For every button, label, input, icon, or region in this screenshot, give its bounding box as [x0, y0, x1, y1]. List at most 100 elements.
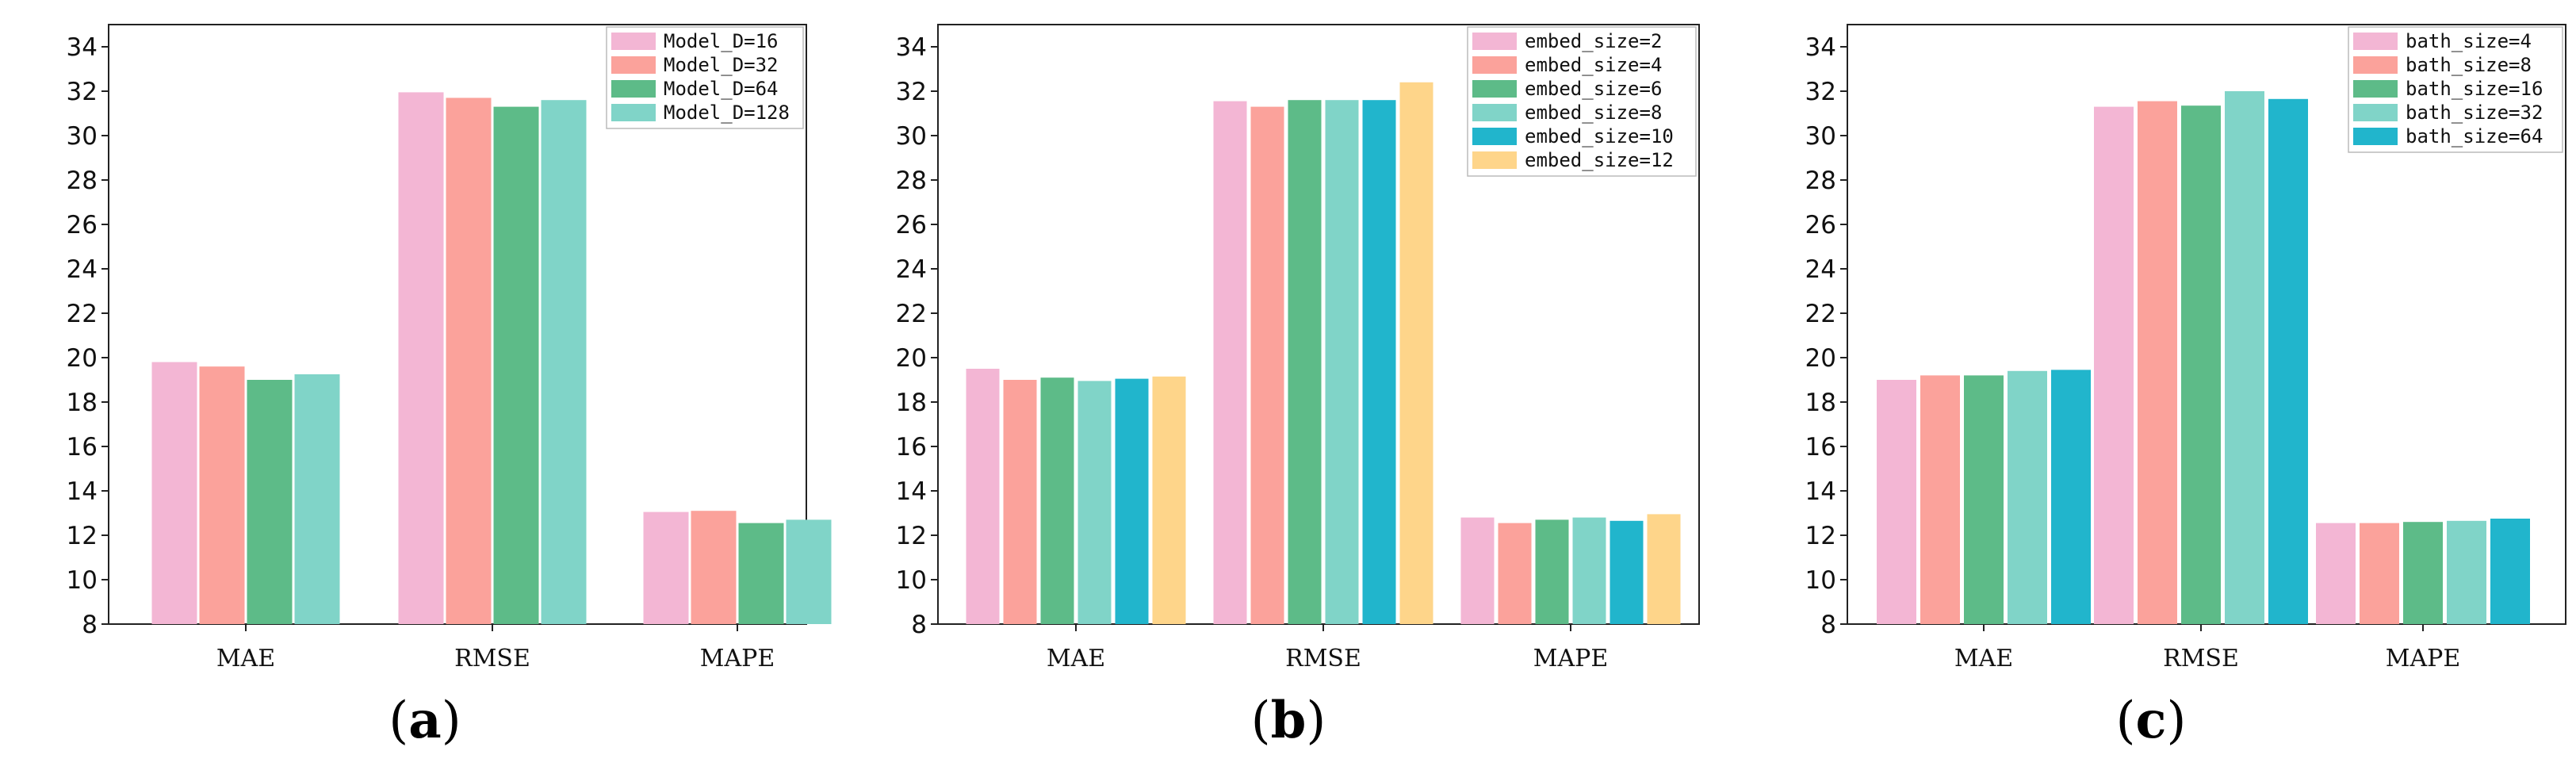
legend-entry: bath_size=16: [2406, 78, 2543, 100]
x-tick-label: MAE: [216, 645, 275, 672]
y-tick-label: 26: [896, 211, 927, 239]
y-tick-label: 8: [1820, 611, 1836, 639]
bar-rmse-1: [2094, 106, 2134, 625]
y-tick-label: 14: [896, 477, 927, 506]
legend-swatch: [1472, 33, 1517, 50]
bar-mae-5: [2051, 370, 2091, 624]
x-tick-label: MAPE: [700, 645, 775, 672]
bar-mae-4: [294, 374, 340, 624]
legend-swatch: [2353, 33, 2398, 50]
bar-mape-3: [1535, 519, 1569, 624]
bar-mape-4: [2447, 520, 2486, 624]
y-tick-label: 24: [896, 255, 927, 284]
legend-swatch: [1472, 80, 1517, 98]
legend-swatch: [1472, 104, 1517, 121]
y-tick-label: 20: [896, 344, 927, 373]
y-tick-label: 30: [1805, 122, 1836, 151]
y-tick-label: 22: [1805, 300, 1836, 328]
bar-mae-4: [1077, 381, 1112, 624]
bar-mae-4: [2008, 370, 2047, 624]
bar-rmse-1: [398, 92, 444, 624]
bar-rmse-3: [493, 106, 539, 625]
chart-panel-a: 8 10 12 14 16 18 20 22 24 26 28 30 32 34 MAE RMSE MAPE Mo…: [67, 24, 832, 750]
y-tick-label: 32: [1805, 78, 1836, 106]
y-tick-label: 34: [896, 33, 927, 62]
y-tick-label: 22: [67, 300, 98, 328]
legend-entry: bath_size=4: [2406, 30, 2532, 52]
y-tick-label: 16: [896, 433, 927, 462]
y-tick-label: 34: [1805, 33, 1836, 62]
bar-mape-5: [1610, 520, 1644, 624]
y-tick-label: 28: [67, 167, 98, 195]
y-tick-label: 12: [896, 522, 927, 550]
bar-mae-2: [199, 366, 245, 624]
legend: Model_D=16Model_D=32Model_D=64Model_D=12…: [606, 26, 804, 129]
bar-rmse-4: [541, 100, 587, 624]
y-tick-label: 8: [82, 611, 98, 639]
legend-entry: embed_size=4: [1525, 54, 1662, 76]
y-tick-label: 18: [1805, 389, 1836, 417]
bar-rmse-5: [2268, 98, 2308, 625]
bar-mae-3: [1964, 375, 2004, 624]
legend-swatch: [2353, 56, 2398, 74]
y-tick-label: 10: [896, 566, 927, 595]
legend-entry: bath_size=64: [2406, 125, 2543, 147]
panel-label: (b): [1251, 691, 1326, 750]
y-tick-label: 10: [1805, 566, 1836, 595]
y-tick-label: 34: [67, 33, 98, 62]
legend-swatch: [2353, 128, 2398, 145]
legend-swatch: [611, 80, 656, 98]
y-tick-label: 20: [1805, 344, 1836, 373]
legend: embed_size=2embed_size=4embed_size=6embe…: [1467, 26, 1697, 177]
legend-entry: embed_size=12: [1525, 149, 1674, 171]
y-tick-label: 18: [896, 389, 927, 417]
legend-swatch: [1472, 151, 1517, 169]
bar-mape-1: [1460, 517, 1495, 624]
y-tick-label: 16: [1805, 433, 1836, 462]
bar-mape-2: [691, 511, 737, 624]
bar-rmse-3: [2181, 105, 2221, 624]
legend-entry: embed_size=10: [1525, 125, 1674, 147]
y-tick-label: 8: [911, 611, 927, 639]
y-tick-label: 32: [896, 78, 927, 106]
bar-mae-6: [1152, 376, 1186, 624]
y-tick-label: 14: [67, 477, 98, 506]
bar-mape-5: [2490, 519, 2530, 624]
bar-rmse-2: [2138, 101, 2177, 625]
bar-mae-5: [1115, 378, 1149, 624]
legend-swatch: [611, 33, 656, 50]
bar-rmse-4: [1325, 100, 1359, 624]
bar-rmse-2: [446, 98, 492, 624]
bar-mape-4: [786, 519, 832, 624]
y-tick-label: 10: [67, 566, 98, 595]
legend-entry: embed_size=6: [1525, 78, 1662, 100]
x-tick-label: MAPE: [2386, 645, 2460, 672]
bar-mape-1: [2316, 523, 2356, 624]
bar-rmse-4: [2225, 91, 2264, 624]
y-tick-label: 24: [1805, 255, 1836, 284]
legend-swatch: [2353, 80, 2398, 98]
y-tick-label: 30: [896, 122, 927, 151]
bar-mape-2: [2360, 523, 2399, 624]
legend-box: [1467, 26, 1697, 177]
legend-entry: bath_size=32: [2406, 102, 2543, 124]
bar-mae-3: [1040, 377, 1074, 624]
legend-entry: embed_size=8: [1525, 102, 1662, 124]
bar-mae-2: [1920, 375, 1960, 624]
legend-entry: Model_D=32: [664, 54, 779, 76]
bar-mae-1: [1877, 380, 1916, 624]
y-tick-label: 28: [896, 167, 927, 195]
x-tick-label: RMSE: [1285, 645, 1361, 672]
legend-swatch: [611, 104, 656, 121]
panel-label: (c): [2116, 691, 2187, 750]
y-tick-label: 12: [1805, 522, 1836, 550]
bar-mape-6: [1647, 514, 1681, 624]
bar-mape-2: [1498, 523, 1532, 624]
y-tick-label: 28: [1805, 167, 1836, 195]
y-tick-label: 20: [67, 344, 98, 373]
bar-mae-1: [151, 362, 197, 624]
x-tick-label: RMSE: [2163, 645, 2239, 672]
legend-entry: Model_D=128: [664, 102, 790, 124]
bar-rmse-2: [1250, 106, 1284, 625]
